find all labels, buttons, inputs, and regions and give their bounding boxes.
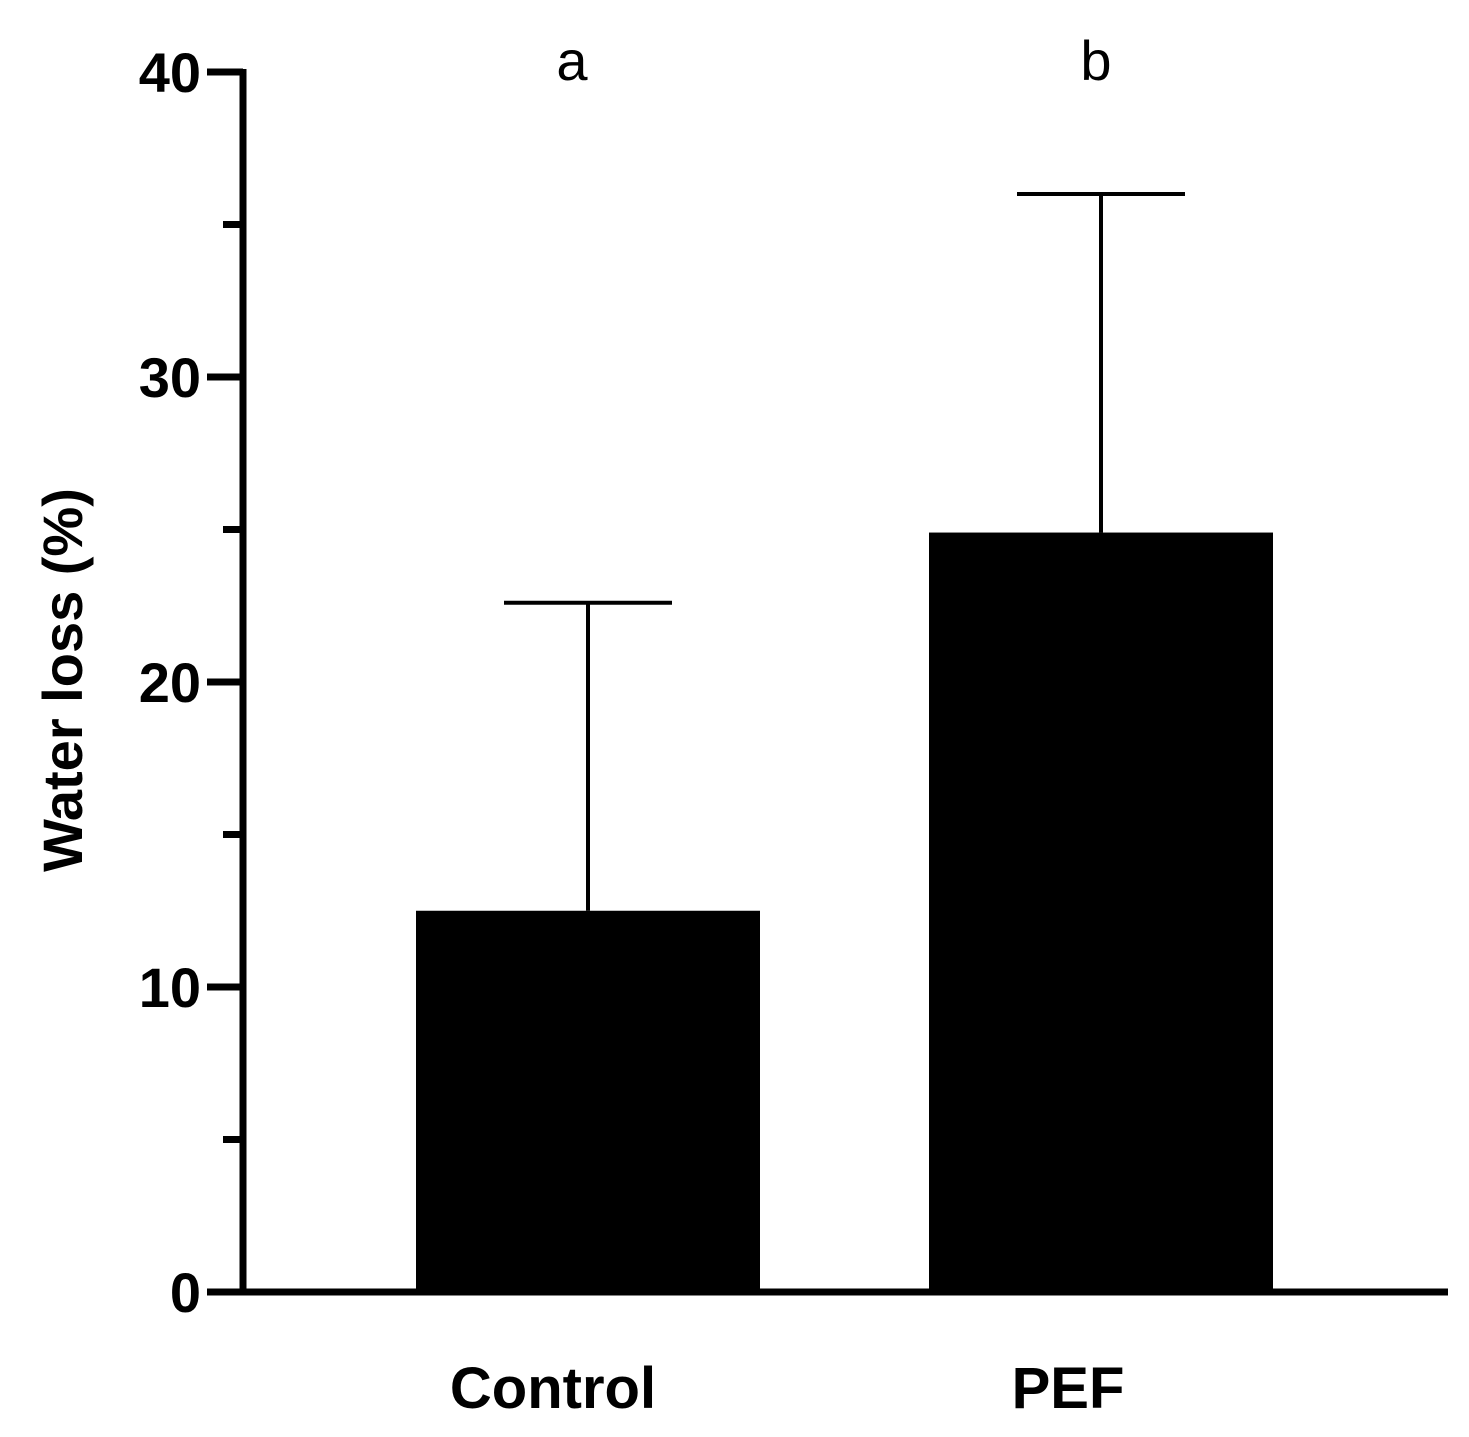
category-labels-layer: Control PEF [450, 1356, 1124, 1421]
y-tick-label: 10 [139, 956, 201, 1019]
x-category-label-pef: PEF [1012, 1356, 1125, 1421]
y-ticks-layer: 0 10 20 30 40 [139, 41, 243, 1324]
bar-control [416, 910, 760, 1292]
x-category-label-control: Control [450, 1356, 656, 1421]
bar-pef [929, 532, 1273, 1292]
y-tick-label: 20 [139, 651, 201, 714]
error-bars-layer [504, 192, 1185, 911]
y-axis-title: Water loss (%) [31, 488, 94, 872]
y-tick-label: 30 [139, 346, 201, 409]
significance-letter-b: b [1080, 29, 1111, 92]
significance-letter-a: a [556, 29, 588, 92]
y-tick-label: 40 [139, 41, 201, 104]
y-tick-label: 0 [170, 1261, 201, 1324]
bars-layer [416, 532, 1273, 1292]
